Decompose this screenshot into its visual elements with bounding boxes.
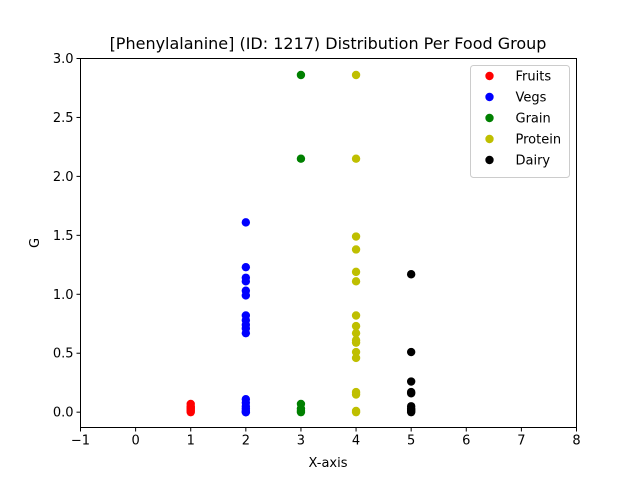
legend-label-dairy: Dairy <box>516 154 551 169</box>
x-tick-label: 4 <box>352 434 360 449</box>
point-protein <box>351 267 361 277</box>
point-grain <box>296 399 306 409</box>
point-grain <box>296 154 306 163</box>
legend-label-grain: Grain <box>516 112 551 127</box>
legend: Fruits Vegs Grain Protein Dairy <box>470 65 570 178</box>
y-axis-label: G <box>28 238 43 248</box>
y-tick-label: 1.5 <box>53 229 74 244</box>
point-vegs <box>241 273 251 282</box>
legend-marker-fruits <box>485 71 494 81</box>
y-tick-label: 1.0 <box>53 288 74 303</box>
point-grain <box>296 70 306 80</box>
point-vegs <box>241 218 251 227</box>
point-dairy <box>406 347 416 357</box>
x-tick-label: 7 <box>517 434 525 449</box>
chart-title: [Phenylalanine] (ID: 1217) Distribution … <box>110 34 547 53</box>
point-protein <box>351 154 361 163</box>
legend-box <box>470 65 570 178</box>
legend-label-vegs: Vegs <box>516 91 547 106</box>
x-axis-ticks: −1 0 1 2 3 4 5 6 7 8 <box>71 427 581 449</box>
point-fruits <box>186 399 195 409</box>
x-tick-label: 8 <box>572 434 580 449</box>
point-dairy <box>406 270 416 279</box>
point-protein <box>351 328 361 338</box>
point-protein <box>351 232 361 241</box>
point-vegs <box>241 407 251 417</box>
point-vegs <box>241 311 251 320</box>
legend-marker-dairy <box>485 155 494 165</box>
point-dairy <box>406 402 416 411</box>
plot-area-frame <box>80 58 577 428</box>
point-protein <box>351 353 361 363</box>
point-protein <box>351 311 361 320</box>
point-protein <box>351 70 361 80</box>
point-protein <box>351 321 361 331</box>
point-vegs <box>241 262 251 272</box>
x-tick-label: 1 <box>187 434 195 449</box>
legend-label-protein: Protein <box>516 133 562 148</box>
y-tick-label: 3.0 <box>53 52 74 67</box>
point-vegs <box>241 286 251 295</box>
x-tick-label: 5 <box>407 434 415 449</box>
y-tick-label: 0.5 <box>53 347 74 362</box>
y-tick-label: 0.0 <box>53 406 74 421</box>
x-tick-label: −1 <box>71 434 90 449</box>
point-vegs <box>241 395 251 404</box>
x-tick-label: 0 <box>131 434 139 449</box>
legend-label-fruits: Fruits <box>516 70 552 85</box>
y-tick-label: 2.5 <box>53 111 74 126</box>
point-protein <box>351 406 361 416</box>
x-tick-label: 6 <box>462 434 470 449</box>
x-axis-label: X-axis <box>309 456 348 471</box>
point-protein <box>351 387 361 397</box>
point-protein <box>351 277 361 286</box>
points-layer <box>186 70 416 417</box>
point-protein <box>351 336 361 345</box>
x-tick-label: 3 <box>297 434 305 449</box>
point-protein <box>351 347 361 357</box>
y-tick-label: 2.0 <box>53 170 74 185</box>
point-dairy <box>406 387 416 397</box>
point-protein <box>351 245 361 254</box>
legend-marker-protein <box>485 134 494 144</box>
x-tick-label: 2 <box>242 434 250 449</box>
y-axis-ticks: 0.0 0.5 1.0 1.5 2.0 2.5 3.0 <box>53 52 81 421</box>
legend-marker-grain <box>485 113 494 123</box>
legend-marker-vegs <box>485 92 494 102</box>
point-dairy <box>406 377 416 386</box>
